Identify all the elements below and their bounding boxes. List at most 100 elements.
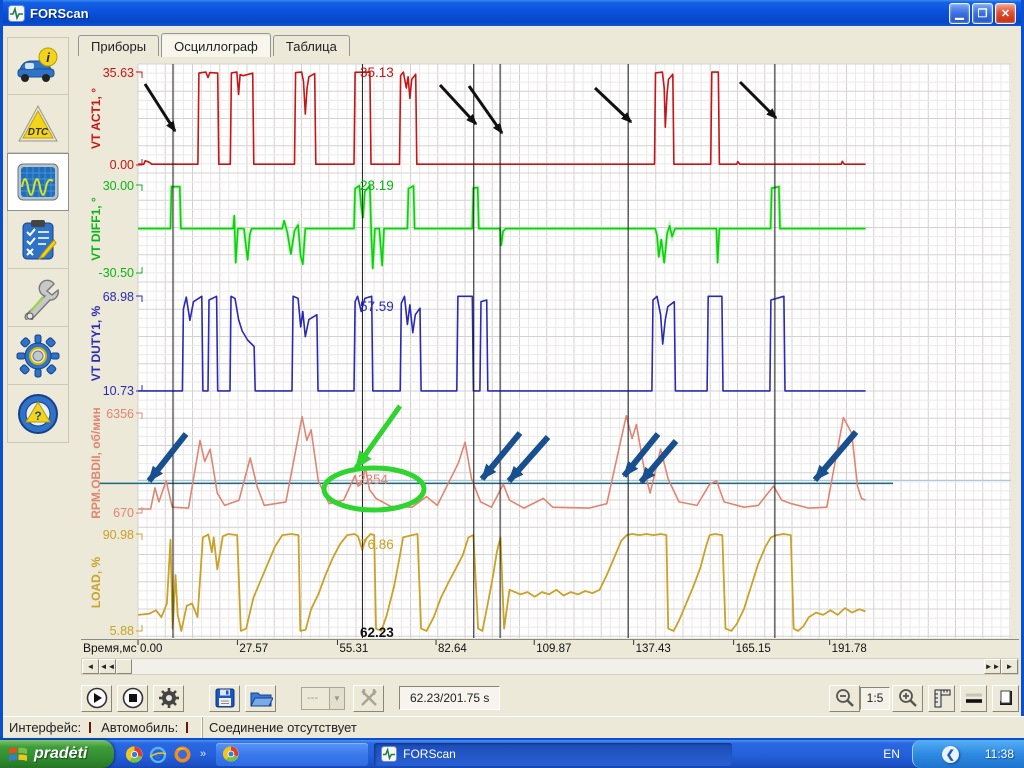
open-folder-icon — [249, 692, 273, 707]
connection-status-text: Соединение отсутствует — [209, 720, 357, 735]
panel-layout-button[interactable] — [992, 684, 1019, 712]
annotation-arrow-blue — [638, 439, 679, 484]
svg-text:i: i — [46, 50, 50, 65]
minimize-button[interactable]: ▁ — [949, 2, 970, 24]
x-tick-label: 82.64 — [438, 643, 467, 655]
firefox-quicklaunch-icon[interactable] — [172, 744, 192, 764]
axis-max-label: 68.98 — [103, 290, 134, 304]
annotation-arrow-blue — [146, 432, 189, 483]
cursor-value-load: 76.86 — [360, 537, 394, 552]
axis-min-label: 10.73 — [103, 384, 134, 398]
delete-marker-icon — [360, 689, 377, 706]
channel-label: RPM.OBDII, об/мин — [89, 407, 103, 519]
x-tick-label: 27.57 — [239, 643, 268, 655]
svg-text:e: e — [155, 748, 162, 762]
stop-button[interactable] — [117, 684, 148, 712]
x-tick-label: 137.43 — [636, 643, 671, 655]
scroll-left-button[interactable]: ◄ — [82, 659, 99, 674]
x-tick-label: 165.15 — [736, 643, 771, 655]
axis-max-label: 35.63 — [103, 66, 134, 80]
axis-min-label: 0.00 — [110, 158, 134, 172]
x-axis-title: Время,мс — [83, 641, 137, 655]
app-icon — [8, 4, 25, 22]
panel-load: 90.98 5.88 LOAD, % — [89, 528, 866, 638]
sidebar-item-vehicle-info[interactable]: i — [7, 37, 69, 95]
annotation-arrow-blue — [812, 430, 859, 482]
oscilloscope-plot[interactable]: 35.63 0.00 VT ACT1, ° 30.00 -30.50 VT DIFF1, … — [3, 0, 1024, 740]
save-button[interactable] — [209, 684, 240, 712]
restore-button[interactable]: ❐ — [972, 2, 993, 24]
horizontal-scrollbar[interactable]: ◄ ◄◄ ►► ► — [81, 658, 1019, 675]
panel-layout-icon — [999, 690, 1012, 705]
line-style-icon — [965, 693, 982, 703]
sidebar-item-service[interactable] — [7, 269, 69, 327]
annotation-arrow-blue — [621, 432, 661, 478]
tab-strip: Приборы Осциллограф Таблица — [78, 32, 352, 57]
open-button[interactable] — [245, 684, 276, 712]
panel-vt_diff1: 30.00 -30.50 VT DIFF1, ° — [89, 179, 866, 280]
zoom-out-button[interactable] — [829, 684, 860, 712]
sidebar-item-oscilloscope[interactable] — [7, 153, 69, 211]
sidebar-item-tests[interactable] — [7, 211, 69, 269]
sidebar-item-help[interactable]: ? — [7, 385, 69, 443]
help-icon: ? — [18, 393, 58, 434]
oscilloscope-icon — [17, 163, 59, 201]
cursor-value-vt_act1: 35.13 — [360, 65, 394, 80]
ie-quicklaunch-icon[interactable]: e — [148, 744, 168, 764]
play-button[interactable] — [81, 684, 112, 712]
trace-vt_diff1 — [138, 184, 866, 270]
annotation-arrow-blue — [479, 431, 523, 481]
tray-chevron-button[interactable]: ❮ — [941, 745, 959, 763]
cursor-value-vt_diff1: 28.19 — [360, 178, 394, 193]
play-icon — [86, 687, 107, 709]
trace-rpm — [138, 414, 866, 510]
annotation-arrow-black — [738, 80, 778, 120]
task-button-forscan[interactable]: FORScan — [374, 742, 733, 766]
scroll-fast-right-button[interactable]: ►► — [984, 659, 1001, 674]
tests-icon — [22, 219, 57, 260]
ruler-button[interactable] — [928, 684, 955, 712]
annotation-arrow-green — [353, 404, 403, 470]
time-position-display: 62.23/201.75 s — [399, 686, 501, 710]
tab-tablica[interactable]: Таблица — [272, 35, 350, 56]
car-info-icon: i — [17, 47, 58, 82]
tab-oscillograf[interactable]: Осциллограф — [161, 33, 271, 57]
axis-max-label: 6356 — [106, 407, 134, 421]
taskbar-clock: 11:38 — [984, 747, 1014, 761]
svg-text:?: ? — [34, 409, 41, 423]
start-button[interactable]: pradėti — [0, 740, 114, 768]
annotation-arrow-black — [438, 83, 478, 126]
language-indicator[interactable]: EN — [883, 747, 900, 761]
scrollbar-thumb[interactable] — [116, 659, 132, 674]
sidebar-item-configuration[interactable] — [7, 327, 69, 385]
close-button[interactable]: ✕ — [995, 2, 1016, 24]
task-button-browser[interactable] — [216, 742, 369, 766]
title-bar[interactable]: FORScan ▁ ❐ ✕ — [3, 0, 1021, 26]
system-tray: EN ❮ 11:38 — [883, 740, 1024, 768]
tab-pribory[interactable]: Приборы — [78, 35, 160, 56]
delete-marker-button[interactable] — [353, 684, 384, 712]
zoom-out-icon — [835, 689, 854, 707]
annotation-arrow-black — [143, 83, 177, 133]
window-title: FORScan — [30, 5, 89, 21]
channel-label: VT DUTY1, % — [89, 306, 103, 382]
scroll-right-button[interactable]: ► — [1001, 659, 1018, 674]
scroll-fast-left-button[interactable]: ◄◄ — [99, 659, 116, 674]
line-style-button[interactable] — [960, 684, 987, 712]
quick-launch: e » — [124, 744, 210, 764]
record-settings-button[interactable] — [153, 684, 184, 712]
stop-icon — [122, 687, 143, 709]
ruler-icon — [934, 689, 950, 708]
chrome-quicklaunch-icon[interactable] — [124, 744, 144, 764]
sidebar-item-dtc[interactable]: DTC — [7, 95, 69, 153]
marker-select-dropdown[interactable]: --- ▼ — [301, 686, 345, 710]
x-tick-label: 55.31 — [339, 643, 368, 655]
quicklaunch-more-chevron[interactable]: » — [200, 748, 207, 760]
axis-min-label: -30.50 — [99, 266, 134, 280]
annotation-arrow-blue — [506, 435, 551, 483]
zoom-in-button[interactable] — [892, 684, 923, 712]
marker-lines — [172, 64, 776, 638]
forscan-task-icon — [381, 746, 398, 762]
panel-rpm: 6356 670 RPM.OBDII, об/мин — [89, 407, 866, 520]
